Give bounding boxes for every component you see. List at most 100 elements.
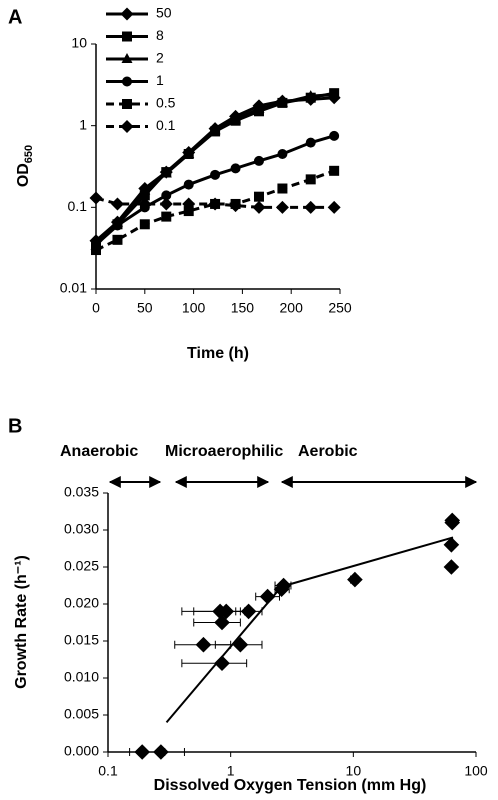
marker	[327, 200, 341, 214]
marker	[195, 636, 212, 653]
series-line	[95, 169, 335, 252]
marker	[232, 636, 249, 653]
series-line	[94, 91, 335, 246]
annotation: Aerobic	[298, 443, 358, 460]
marker	[275, 200, 289, 214]
series-line	[95, 96, 335, 242]
legend-label: 8	[156, 27, 164, 43]
marker	[329, 130, 340, 141]
marker	[252, 200, 266, 214]
x-tick-label: 100	[182, 300, 206, 316]
marker	[183, 147, 195, 158]
y-axis-title: Growth Rate (h⁻¹)	[13, 555, 30, 689]
marker	[112, 234, 123, 245]
legend-label: 1	[156, 72, 164, 88]
marker	[273, 581, 290, 597]
marker	[276, 96, 288, 107]
marker	[91, 245, 101, 256]
x-tick-label: 10	[346, 763, 362, 779]
y-title-main: OD	[15, 163, 32, 187]
legend-marker	[120, 120, 134, 133]
y-tick-label: 0.035	[64, 484, 99, 500]
legend-label: 2	[156, 50, 164, 66]
x-tick-label: 0.1	[98, 763, 118, 779]
x-tick-label: 0	[92, 300, 100, 316]
y-axis-title: OD650	[15, 145, 35, 187]
marker	[444, 512, 461, 529]
legend-marker	[122, 76, 132, 87]
marker	[112, 220, 123, 231]
marker	[443, 537, 460, 553]
marker	[209, 124, 221, 135]
x-axis-title: Dissolved Oxygen Tension (mm Hg)	[154, 777, 427, 794]
y-tick-label: 0.030	[64, 521, 99, 537]
y-tick-label: 0.1	[68, 198, 88, 214]
marker	[134, 744, 150, 760]
marker	[304, 200, 318, 214]
fit-line	[165, 581, 287, 724]
y-tick-label: 0.015	[64, 632, 99, 648]
annotation: Microaerophilic	[165, 443, 283, 460]
marker	[208, 197, 222, 211]
y-tick-label: 10	[71, 35, 87, 51]
marker	[210, 169, 221, 180]
x-tick-label: 200	[280, 300, 304, 316]
x-tick-label: 1	[227, 763, 235, 779]
marker	[277, 148, 288, 159]
y-tick-label: 1	[79, 116, 87, 132]
legend-marker	[121, 53, 133, 63]
y-tick-label: 0.005	[64, 706, 99, 722]
y-tick-label: 0.000	[64, 743, 99, 759]
marker	[183, 179, 194, 190]
y-tick-label: 0.010	[64, 669, 99, 685]
marker	[159, 197, 173, 211]
marker	[110, 197, 124, 211]
x-tick-label: 250	[328, 300, 352, 316]
marker	[139, 190, 150, 201]
marker	[329, 165, 340, 176]
annotation: Anaerobic	[60, 443, 138, 460]
marker	[253, 191, 264, 202]
y-tick-label: 0.025	[64, 558, 99, 574]
legend-label: 0.1	[156, 117, 176, 133]
marker	[161, 190, 172, 201]
marker	[139, 219, 150, 230]
marker	[161, 211, 172, 222]
panel-label: B	[8, 415, 22, 437]
marker	[138, 197, 152, 211]
x-tick-label: 50	[137, 300, 153, 316]
marker	[305, 174, 316, 185]
y-title-sub: 650	[23, 145, 35, 163]
legend-label: 0.5	[156, 95, 176, 111]
marker	[443, 559, 460, 575]
x-tick-label: 150	[231, 300, 255, 316]
marker	[347, 571, 363, 588]
marker	[259, 588, 276, 605]
fit-line	[285, 536, 454, 587]
marker	[160, 167, 172, 178]
marker	[153, 744, 169, 760]
marker	[214, 614, 230, 631]
panel-label: A	[8, 6, 22, 28]
series-line	[95, 134, 335, 246]
marker	[230, 163, 241, 174]
marker	[139, 184, 151, 195]
x-tick-label: 100	[464, 763, 488, 779]
x-axis-title: Time (h)	[187, 345, 249, 362]
marker	[214, 655, 230, 671]
marker	[328, 88, 340, 99]
legend-marker	[122, 99, 132, 109]
y-tick-label: 0.01	[60, 280, 87, 296]
marker	[277, 183, 288, 194]
marker	[89, 191, 103, 205]
marker	[183, 206, 194, 217]
marker	[253, 155, 264, 166]
marker	[305, 137, 316, 148]
y-tick-label: 0.020	[64, 595, 99, 611]
marker	[305, 90, 317, 101]
legend-marker	[122, 31, 132, 42]
marker	[230, 113, 242, 124]
legend-label: 50	[156, 5, 172, 21]
marker	[253, 102, 265, 113]
